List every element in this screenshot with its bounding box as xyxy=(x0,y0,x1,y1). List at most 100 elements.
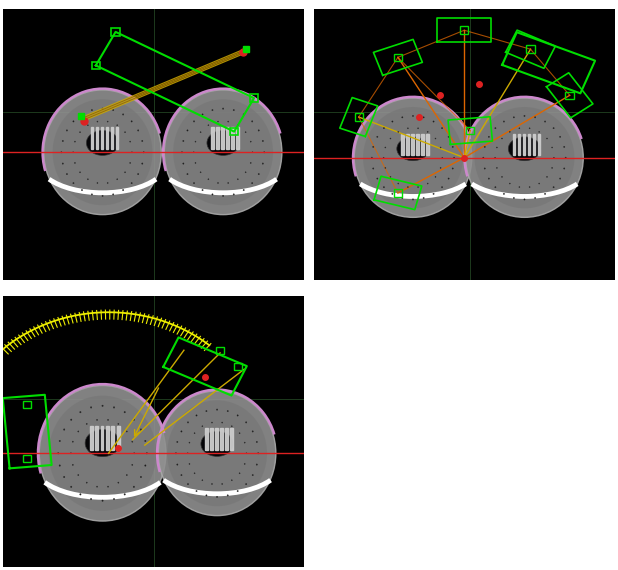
Ellipse shape xyxy=(218,182,219,184)
Ellipse shape xyxy=(132,464,133,466)
Ellipse shape xyxy=(233,194,234,195)
Ellipse shape xyxy=(87,125,88,126)
Ellipse shape xyxy=(200,132,201,133)
Ellipse shape xyxy=(494,157,496,158)
Bar xyxy=(116,127,119,149)
Bar xyxy=(466,127,475,135)
Ellipse shape xyxy=(423,197,425,199)
Bar xyxy=(226,428,228,450)
Bar xyxy=(234,363,242,370)
Bar xyxy=(394,54,402,61)
Ellipse shape xyxy=(202,189,203,191)
Ellipse shape xyxy=(216,409,218,410)
Ellipse shape xyxy=(113,406,115,408)
Ellipse shape xyxy=(126,431,127,432)
Bar xyxy=(101,426,103,450)
Ellipse shape xyxy=(70,453,72,454)
Bar xyxy=(460,26,468,34)
Ellipse shape xyxy=(501,138,502,139)
Ellipse shape xyxy=(383,157,384,158)
Bar xyxy=(231,428,233,450)
Ellipse shape xyxy=(82,114,83,115)
Ellipse shape xyxy=(385,147,386,148)
Ellipse shape xyxy=(237,125,239,126)
Ellipse shape xyxy=(448,136,449,137)
Ellipse shape xyxy=(407,186,408,188)
Ellipse shape xyxy=(44,90,161,215)
Bar xyxy=(101,127,103,149)
Ellipse shape xyxy=(227,410,229,412)
Ellipse shape xyxy=(164,90,282,215)
Bar xyxy=(91,62,100,69)
Ellipse shape xyxy=(398,183,399,184)
Ellipse shape xyxy=(524,199,525,200)
Ellipse shape xyxy=(509,183,510,184)
Bar xyxy=(111,426,114,450)
Ellipse shape xyxy=(208,125,209,126)
Bar xyxy=(528,134,530,154)
Ellipse shape xyxy=(117,179,118,180)
Ellipse shape xyxy=(496,147,497,148)
Ellipse shape xyxy=(145,440,146,442)
Ellipse shape xyxy=(62,140,64,142)
Ellipse shape xyxy=(524,115,525,117)
Bar xyxy=(513,134,515,154)
Ellipse shape xyxy=(245,172,246,173)
Ellipse shape xyxy=(59,440,61,442)
Ellipse shape xyxy=(108,420,109,421)
Ellipse shape xyxy=(448,178,449,179)
Ellipse shape xyxy=(427,131,428,132)
Ellipse shape xyxy=(207,131,239,156)
Ellipse shape xyxy=(564,146,565,148)
Ellipse shape xyxy=(200,172,201,173)
Ellipse shape xyxy=(73,182,74,184)
Ellipse shape xyxy=(433,193,434,194)
Ellipse shape xyxy=(61,152,62,153)
Bar xyxy=(216,347,224,354)
Bar xyxy=(401,134,404,154)
Ellipse shape xyxy=(564,168,565,169)
Bar xyxy=(230,128,239,136)
Ellipse shape xyxy=(206,495,207,496)
Ellipse shape xyxy=(509,137,541,161)
Ellipse shape xyxy=(519,186,520,188)
Bar xyxy=(90,426,93,450)
Ellipse shape xyxy=(501,176,502,177)
Ellipse shape xyxy=(243,114,244,115)
Ellipse shape xyxy=(237,415,239,416)
Ellipse shape xyxy=(91,194,93,195)
Ellipse shape xyxy=(187,483,188,485)
Ellipse shape xyxy=(503,193,504,194)
Ellipse shape xyxy=(70,419,72,421)
Bar xyxy=(23,455,31,462)
Ellipse shape xyxy=(544,121,546,122)
Ellipse shape xyxy=(553,157,554,158)
Ellipse shape xyxy=(441,128,442,129)
Ellipse shape xyxy=(140,429,142,430)
Ellipse shape xyxy=(118,482,119,483)
Ellipse shape xyxy=(97,182,98,184)
Ellipse shape xyxy=(124,412,125,413)
Ellipse shape xyxy=(519,128,520,129)
Ellipse shape xyxy=(72,441,74,442)
Ellipse shape xyxy=(193,152,194,153)
Ellipse shape xyxy=(126,474,127,475)
Ellipse shape xyxy=(194,433,195,434)
Ellipse shape xyxy=(529,186,530,188)
Ellipse shape xyxy=(250,141,252,142)
Ellipse shape xyxy=(262,140,263,142)
Bar xyxy=(220,428,223,450)
Ellipse shape xyxy=(142,163,143,164)
Ellipse shape xyxy=(407,128,408,129)
Bar xyxy=(527,46,535,53)
Ellipse shape xyxy=(187,173,188,175)
Bar xyxy=(406,134,409,154)
Ellipse shape xyxy=(553,128,554,129)
Ellipse shape xyxy=(177,441,178,443)
Ellipse shape xyxy=(488,136,489,137)
Ellipse shape xyxy=(227,495,229,496)
Bar xyxy=(210,428,213,450)
Ellipse shape xyxy=(383,186,384,188)
Ellipse shape xyxy=(53,99,153,205)
Ellipse shape xyxy=(70,486,72,487)
